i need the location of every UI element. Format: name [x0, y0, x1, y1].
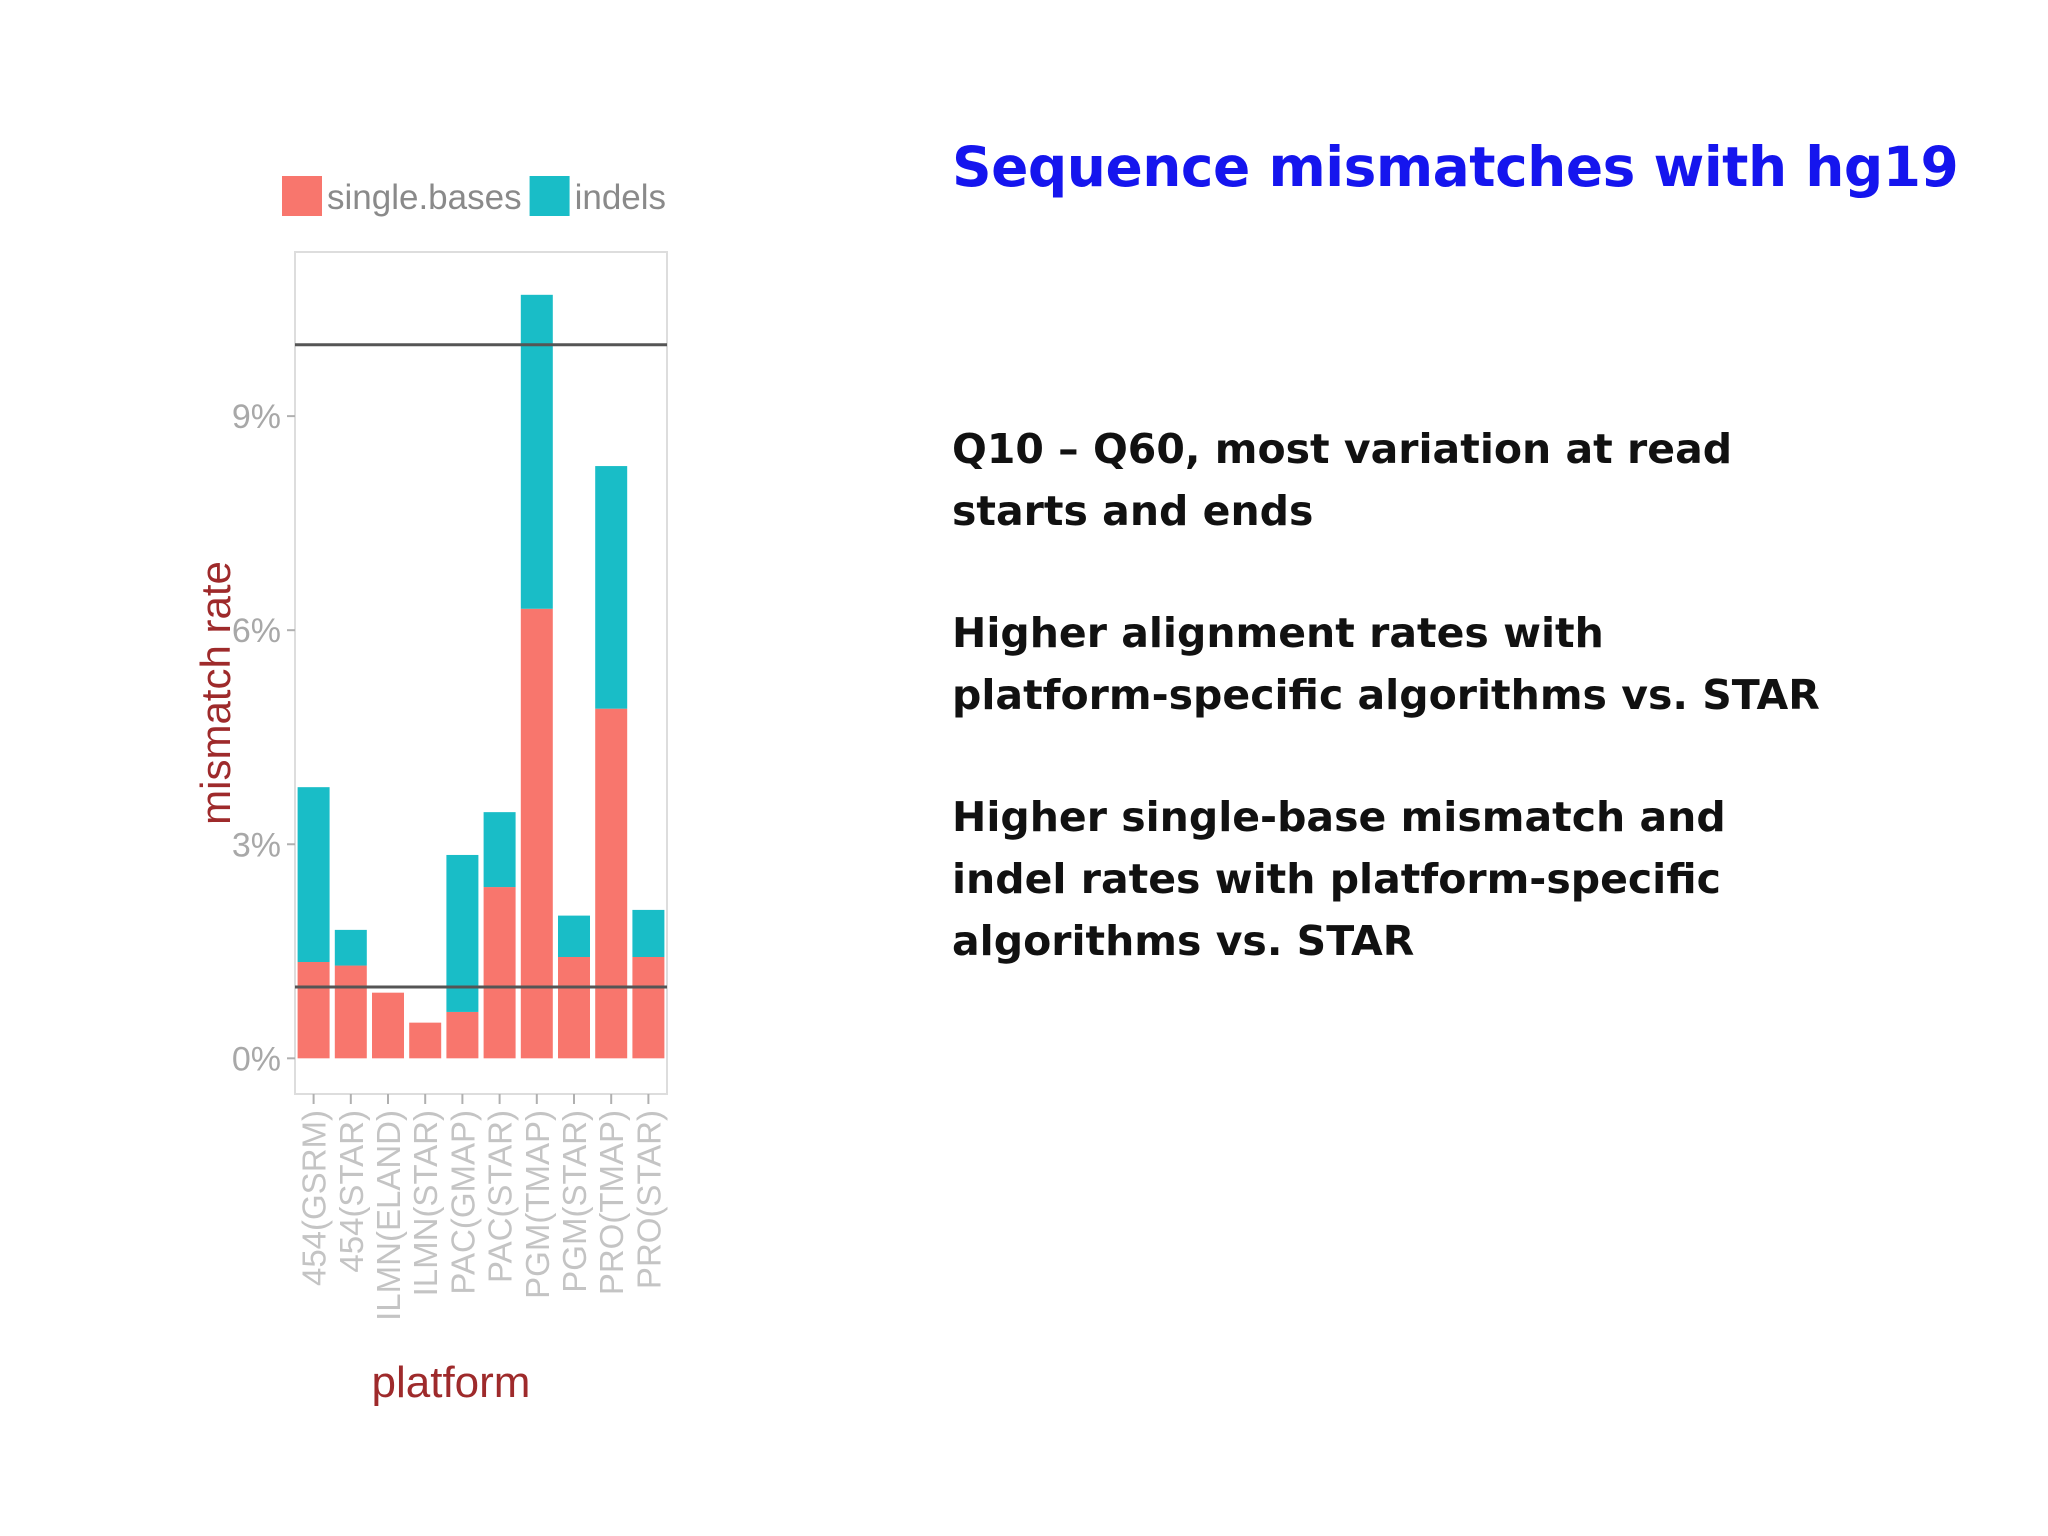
bullet-3-line-2: indel rates with platform-specific — [952, 855, 1721, 903]
bullet-1-line-1: Q10 – Q60, most variation at read — [952, 425, 1733, 473]
x-tick-label-5: PAC(STAR) — [482, 1110, 519, 1283]
legend-label-indels: indels — [575, 178, 666, 217]
bar-single-bases-5 — [483, 887, 516, 1059]
y-axis: 0% 3% 6% 9% — [232, 398, 295, 1078]
bars — [297, 294, 665, 1059]
legend-swatch-single-bases — [282, 176, 322, 216]
bar-single-bases-3 — [409, 1022, 442, 1059]
bullet-2-line-1: Higher alignment rates with — [952, 609, 1604, 657]
bullet-list: Q10 – Q60, most variation at read starts… — [952, 418, 2002, 1032]
x-axis: 454(GSRM) 454(STAR) ILMN(ELAND) ILMN(STAR) P… — [296, 1094, 667, 1321]
slide-title: Sequence mismatches with hg19 — [952, 135, 1959, 199]
stacked-bar-chart: single.bases indels 0% 3% 6% 9% 454(GSRM) 454… — [192, 176, 668, 1407]
x-tick-label-7: PGM(STAR) — [556, 1110, 593, 1293]
x-tick-label-4: PAC(GMAP) — [444, 1110, 481, 1295]
bar-indels-6 — [520, 294, 553, 609]
bar-indels-7 — [558, 915, 590, 957]
bar-indels-5 — [483, 812, 516, 888]
y-tick-label-1: 3% — [232, 826, 281, 864]
bar-single-bases-6 — [520, 608, 553, 1059]
bullet-2-line-2: platform-specific algorithms vs. STAR — [952, 671, 1820, 719]
x-axis-title: platform — [372, 1358, 531, 1407]
bar-single-bases-1 — [334, 965, 367, 1059]
y-tick-label-2: 6% — [232, 612, 281, 650]
bullet-1: Q10 – Q60, most variation at read starts… — [952, 418, 2002, 542]
bar-single-bases-0 — [297, 961, 330, 1059]
bar-indels-1 — [334, 929, 367, 966]
bar-single-bases-9 — [632, 956, 665, 1059]
bar-indels-8 — [595, 466, 628, 709]
bar-single-bases-8 — [595, 708, 628, 1059]
bar-single-bases-4 — [446, 1011, 479, 1059]
bar-indels-0 — [297, 787, 330, 962]
axis-titles: mismatch rate platform — [192, 561, 530, 1407]
chart-panel: single.bases indels 0% 3% 6% 9% 454(GSRM) 454… — [170, 140, 710, 1430]
x-tick-label-0: 454(GSRM) — [296, 1110, 333, 1286]
legend-label-single-bases: single.bases — [327, 178, 522, 217]
bar-indels-9 — [632, 909, 665, 957]
x-tick-label-1: 454(STAR) — [333, 1110, 370, 1273]
x-tick-label-8: PRO(TMAP) — [593, 1110, 630, 1295]
bullet-2: Higher alignment rates with platform-spe… — [952, 602, 2002, 726]
legend-swatch-indels — [529, 176, 570, 216]
x-tick-label-9: PRO(STAR) — [630, 1110, 667, 1289]
reference-lines — [295, 343, 667, 989]
y-tick-label-0: 0% — [232, 1040, 281, 1078]
legend: single.bases indels — [282, 176, 666, 217]
bullet-3-line-1: Higher single-base mismatch and — [952, 793, 1726, 841]
bar-single-bases-2 — [372, 992, 404, 1059]
y-axis-title: mismatch rate — [192, 561, 239, 825]
bar-single-bases-7 — [558, 956, 590, 1059]
x-tick-label-3: ILMN(STAR) — [407, 1110, 444, 1296]
x-tick-label-2: ILMN(ELAND) — [370, 1110, 407, 1321]
x-tick-label-6: PGM(TMAP) — [519, 1110, 556, 1299]
bullet-3-line-3: algorithms vs. STAR — [952, 917, 1415, 965]
bullet-3: Higher single-base mismatch and indel ra… — [952, 786, 2002, 972]
y-tick-label-3: 9% — [232, 398, 281, 436]
bullet-1-line-2: starts and ends — [952, 487, 1314, 535]
